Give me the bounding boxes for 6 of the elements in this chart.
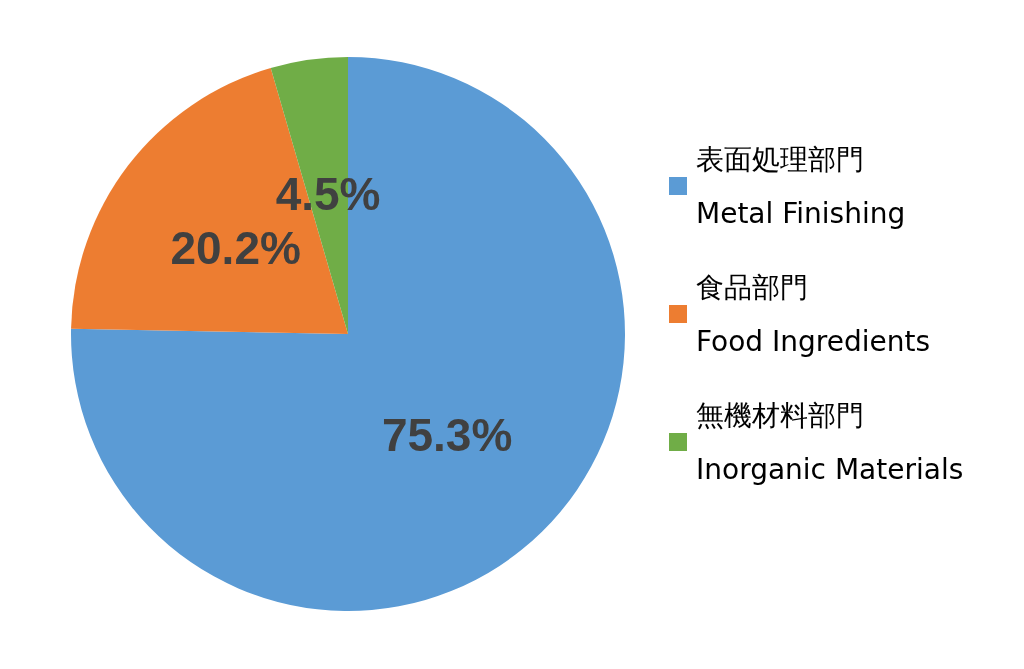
data-label: 4.5% [275, 167, 381, 220]
legend-label: 表面処理部門 Metal Finishing [696, 142, 906, 230]
legend-label: 食品部門 Food Ingredients [696, 270, 931, 358]
legend-label: 無機材料部門 Inorganic Materials [696, 398, 964, 486]
data-label: 20.2% [170, 221, 301, 274]
data-label: 75.3% [381, 408, 513, 461]
